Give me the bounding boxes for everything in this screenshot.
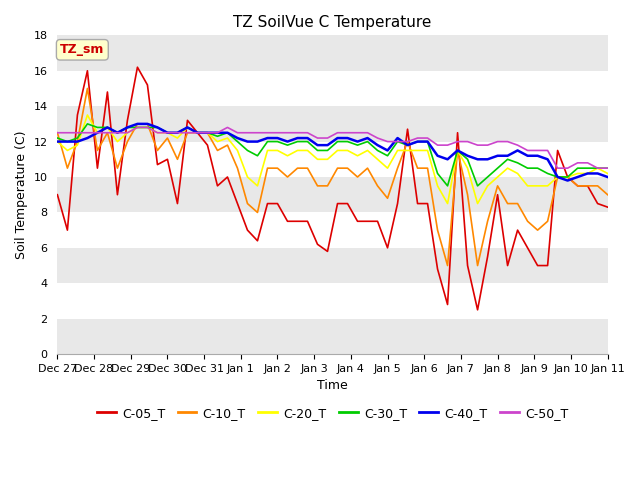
C-10_T bbox=[264, 165, 271, 171]
C-30_T bbox=[404, 142, 412, 148]
Bar bbox=[58, 213, 607, 248]
C-40_T bbox=[63, 139, 71, 144]
C-10_T bbox=[63, 165, 71, 171]
Line: C-05_T: C-05_T bbox=[58, 67, 607, 310]
C-30_T bbox=[444, 183, 451, 189]
C-50_T bbox=[484, 142, 492, 148]
C-10_T bbox=[374, 183, 381, 189]
C-40_T bbox=[264, 135, 271, 141]
C-20_T bbox=[63, 147, 71, 153]
C-20_T bbox=[604, 170, 611, 176]
Title: TZ SoilVue C Temperature: TZ SoilVue C Temperature bbox=[234, 15, 432, 30]
C-50_T bbox=[134, 124, 141, 130]
C-30_T bbox=[54, 135, 61, 141]
Legend: C-05_T, C-10_T, C-20_T, C-30_T, C-40_T, C-50_T: C-05_T, C-10_T, C-20_T, C-30_T, C-40_T, … bbox=[92, 402, 573, 425]
C-40_T bbox=[54, 139, 61, 144]
C-10_T bbox=[604, 192, 611, 198]
C-50_T bbox=[63, 130, 71, 136]
Text: TZ_sm: TZ_sm bbox=[60, 43, 104, 56]
C-10_T bbox=[54, 130, 61, 136]
C-40_T bbox=[404, 142, 412, 148]
C-20_T bbox=[84, 112, 92, 118]
Bar bbox=[58, 177, 607, 213]
Bar bbox=[58, 142, 607, 177]
Bar bbox=[58, 36, 607, 71]
C-50_T bbox=[264, 130, 271, 136]
C-40_T bbox=[424, 139, 431, 144]
Bar bbox=[58, 71, 607, 106]
C-40_T bbox=[374, 142, 381, 148]
Line: C-50_T: C-50_T bbox=[58, 127, 607, 168]
C-40_T bbox=[604, 174, 611, 180]
C-40_T bbox=[134, 121, 141, 127]
C-10_T bbox=[404, 139, 412, 144]
C-20_T bbox=[404, 147, 412, 153]
Line: C-40_T: C-40_T bbox=[58, 124, 607, 180]
C-20_T bbox=[264, 147, 271, 153]
Y-axis label: Soil Temperature (C): Soil Temperature (C) bbox=[15, 131, 28, 259]
C-05_T bbox=[374, 218, 381, 224]
C-05_T bbox=[493, 192, 501, 198]
Bar bbox=[58, 106, 607, 142]
C-05_T bbox=[54, 192, 61, 198]
C-05_T bbox=[134, 64, 141, 70]
C-30_T bbox=[264, 139, 271, 144]
C-20_T bbox=[54, 139, 61, 144]
C-10_T bbox=[493, 183, 501, 189]
C-10_T bbox=[424, 165, 431, 171]
C-05_T bbox=[474, 307, 481, 312]
C-30_T bbox=[424, 139, 431, 144]
C-30_T bbox=[374, 147, 381, 153]
Line: C-10_T: C-10_T bbox=[58, 88, 607, 265]
C-50_T bbox=[404, 139, 412, 144]
Bar bbox=[58, 283, 607, 319]
C-10_T bbox=[84, 85, 92, 91]
C-40_T bbox=[484, 156, 492, 162]
C-20_T bbox=[444, 201, 451, 206]
C-30_T bbox=[493, 165, 501, 171]
C-20_T bbox=[424, 147, 431, 153]
X-axis label: Time: Time bbox=[317, 379, 348, 392]
C-05_T bbox=[404, 126, 412, 132]
C-05_T bbox=[264, 201, 271, 206]
C-05_T bbox=[63, 227, 71, 233]
C-10_T bbox=[444, 263, 451, 268]
C-30_T bbox=[63, 139, 71, 144]
C-50_T bbox=[374, 135, 381, 141]
Line: C-30_T: C-30_T bbox=[58, 124, 607, 186]
Line: C-20_T: C-20_T bbox=[58, 115, 607, 204]
C-50_T bbox=[604, 165, 611, 171]
Bar bbox=[58, 248, 607, 283]
C-50_T bbox=[424, 135, 431, 141]
C-20_T bbox=[493, 174, 501, 180]
Bar bbox=[58, 319, 607, 354]
C-40_T bbox=[564, 178, 572, 183]
C-50_T bbox=[54, 130, 61, 136]
C-20_T bbox=[374, 156, 381, 162]
C-05_T bbox=[424, 201, 431, 206]
C-30_T bbox=[604, 165, 611, 171]
C-30_T bbox=[84, 121, 92, 127]
C-05_T bbox=[604, 204, 611, 210]
C-50_T bbox=[554, 165, 561, 171]
